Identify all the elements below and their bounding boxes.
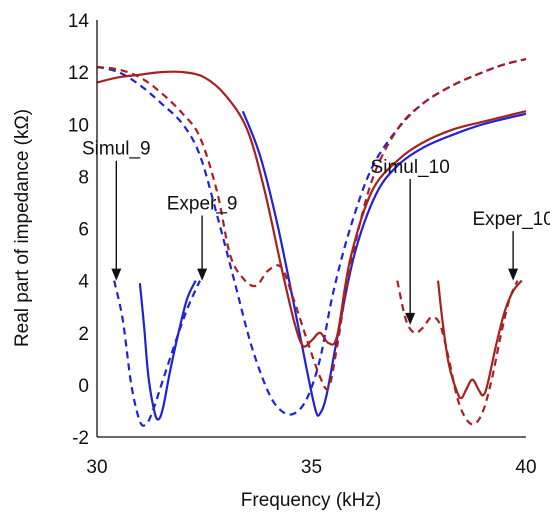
annotation-label: Simul_9	[82, 139, 151, 160]
annotation-arrow-head	[508, 268, 519, 281]
y-tick-label: 2	[78, 324, 89, 345]
x-tick-label: 40	[515, 457, 536, 478]
y-tick-label: 14	[68, 11, 90, 32]
x-tick-label: 30	[86, 457, 107, 478]
x-tick-label: 35	[301, 457, 322, 478]
annotation-label: Exper_9	[167, 193, 238, 214]
y-axis-title: Real part of impedance (kΩ)	[12, 109, 33, 347]
y-tick-label: 12	[68, 63, 89, 84]
annotation-arrow-head	[405, 312, 416, 325]
plot-lines	[96, 58, 527, 427]
series-line-3	[96, 58, 527, 416]
annotation: Simul_10	[371, 157, 450, 325]
annotation-label: Simul_10	[371, 157, 450, 178]
y-tick-label: 6	[78, 220, 89, 241]
y-tick-label: 0	[78, 376, 89, 397]
y-tick-label: -2	[72, 428, 89, 449]
annotation-arrow-head	[197, 268, 208, 281]
series-line-6	[96, 70, 527, 348]
annotation-label: Exper_10	[472, 209, 550, 230]
annotations: Simul_9 Exper_9 Simul_10 Exper_10	[82, 139, 550, 325]
series-line-5	[96, 58, 527, 391]
x-axis-title: Frequency (kHz)	[241, 490, 381, 511]
annotation: Simul_9	[82, 139, 151, 281]
annotation: Exper_9	[167, 193, 238, 281]
y-tick-label: 4	[78, 272, 89, 293]
y-tick-label: 8	[78, 167, 89, 188]
y-tick-label: 10	[68, 115, 89, 136]
series-line-7	[396, 280, 519, 426]
tick-labels: 30 35 40 -2 0 2 4 6 8 10 12 14	[68, 11, 537, 478]
series-line-2	[138, 280, 197, 421]
annotation: Exper_10	[472, 209, 550, 281]
annotation-arrow-head	[111, 268, 122, 281]
series-line-4	[241, 110, 527, 417]
axes	[96, 20, 526, 438]
series-line-8	[436, 279, 523, 400]
